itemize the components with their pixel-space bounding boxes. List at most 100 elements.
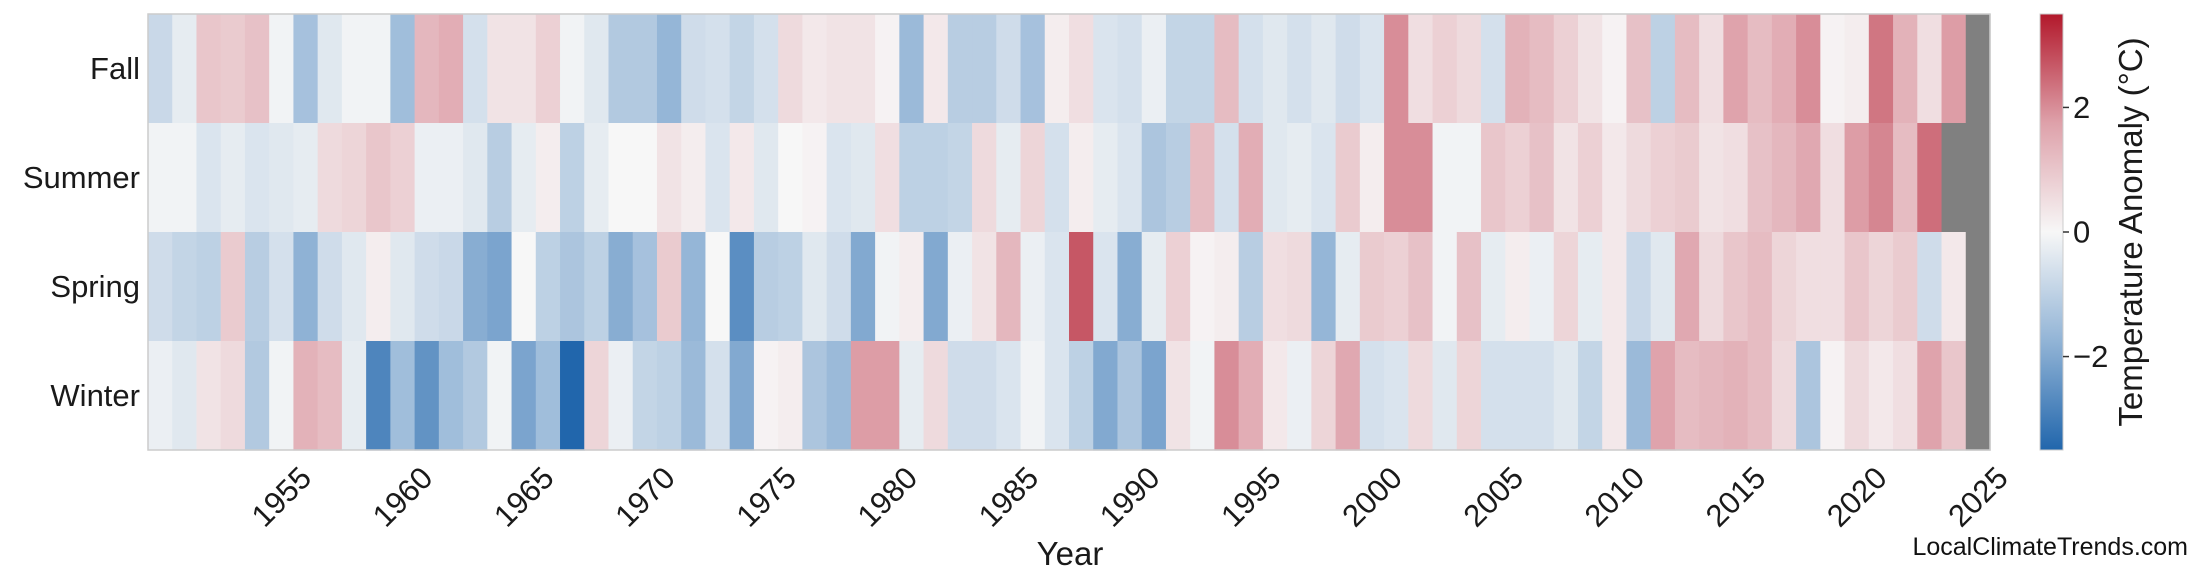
heatmap-cell-fall-1961 xyxy=(414,14,440,124)
heatmap-cell-fall-1972 xyxy=(681,14,707,124)
heatmap-cell-winter-1987 xyxy=(1044,341,1070,451)
colorbar-label: Temperature Anomaly (°C) xyxy=(2112,37,2149,426)
heatmap-cell-winter-2015 xyxy=(1723,341,1749,451)
heatmap-cell-winter-1955 xyxy=(269,341,295,451)
heatmap-cell-winter-1961 xyxy=(414,341,440,451)
heatmap-cell-summer-1970 xyxy=(632,123,658,233)
heatmap-cell-summer-2015 xyxy=(1723,123,1749,233)
heatmap-cell-summer-1994 xyxy=(1214,123,1240,233)
heatmap-cell-winter-1976 xyxy=(778,341,803,451)
heatmap-cell-fall-1963 xyxy=(463,14,488,124)
heatmap-cell-spring-1952 xyxy=(196,232,222,342)
heatmap-cell-winter-1983 xyxy=(947,341,973,451)
heatmap-cell-spring-1980 xyxy=(875,232,900,342)
heatmap-cell-spring-1991 xyxy=(1141,232,1167,342)
heatmap-cells xyxy=(148,14,1991,451)
heatmap-cell-fall-1970 xyxy=(632,14,658,124)
heatmap-cell-summer-2009 xyxy=(1577,123,1603,233)
heatmap-cell-spring-1956 xyxy=(293,232,319,342)
heatmap-cell-summer-2003 xyxy=(1432,123,1458,233)
heatmap-cell-spring-1964 xyxy=(487,232,513,342)
heatmap-cell-winter-1967 xyxy=(560,341,585,451)
heatmap-cell-spring-1954 xyxy=(244,232,270,342)
heatmap-cell-spring-2022 xyxy=(1893,232,1918,342)
heatmap-cell-summer-1977 xyxy=(802,123,828,233)
heatmap-cell-winter-1996 xyxy=(1262,341,1288,451)
heatmap-cell-winter-2023 xyxy=(1917,341,1943,451)
heatmap-cell-winter-2021 xyxy=(1868,341,1894,451)
heatmap-cell-spring-1970 xyxy=(632,232,658,342)
heatmap-cell-spring-1977 xyxy=(802,232,828,342)
row-label-winter: Winter xyxy=(50,378,140,413)
heatmap-cell-winter-1986 xyxy=(1020,341,1046,451)
heatmap-cell-spring-1982 xyxy=(923,232,949,342)
heatmap-cell-summer-2010 xyxy=(1602,123,1628,233)
heatmap-cell-fall-1991 xyxy=(1141,14,1167,124)
row-label-summer: Summer xyxy=(23,160,140,195)
heatmap-cell-summer-2012 xyxy=(1650,123,1676,233)
heatmap-cell-spring-1958 xyxy=(341,232,367,342)
heatmap-cell-fall-1981 xyxy=(899,14,925,124)
heatmap-cell-spring-1960 xyxy=(390,232,416,342)
heatmap-cell-winter-2018 xyxy=(1796,341,1821,451)
heatmap-cell-spring-2007 xyxy=(1529,232,1555,342)
heatmap-cell-winter-1965 xyxy=(511,341,537,451)
heatmap-cell-spring-2001 xyxy=(1384,232,1409,342)
heatmap-cell-summer-2004 xyxy=(1456,123,1482,233)
heatmap-cell-winter-1969 xyxy=(608,341,634,451)
colorbar-ticks: −2 0 2 xyxy=(2063,90,2108,374)
heatmap-cell-fall-1982 xyxy=(923,14,949,124)
heatmap-cell-summer-1957 xyxy=(317,123,343,233)
heatmap-cell-fall-1993 xyxy=(1190,14,1216,124)
heatmap-cell-winter-1971 xyxy=(656,341,682,451)
heatmap-cell-winter-1994 xyxy=(1214,341,1240,451)
heatmap-cell-summer-2005 xyxy=(1481,123,1506,233)
heatmap-cell-winter-1964 xyxy=(487,341,513,451)
heatmap-cell-fall-1997 xyxy=(1287,14,1312,124)
heatmap-cell-summer-1990 xyxy=(1117,123,1143,233)
heatmap-cell-winter-1980 xyxy=(875,341,900,451)
heatmap-cell-winter-1991 xyxy=(1141,341,1167,451)
heatmap-cell-winter-1979 xyxy=(850,341,876,451)
heatmap-cell-spring-1992 xyxy=(1165,232,1191,342)
heatmap-cell-fall-2019 xyxy=(1820,14,1846,124)
heatmap-cell-winter-1992 xyxy=(1165,341,1191,451)
heatmap-cell-fall-1984 xyxy=(972,14,997,124)
heatmap-cell-fall-1956 xyxy=(293,14,319,124)
heatmap-cell-summer-2014 xyxy=(1699,123,1724,233)
heatmap-cell-fall-2006 xyxy=(1505,14,1531,124)
heatmap-cell-winter-2002 xyxy=(1408,341,1434,451)
heatmap-cell-spring-1971 xyxy=(656,232,682,342)
heatmap-cell-winter-1998 xyxy=(1311,341,1337,451)
heatmap-cell-spring-1995 xyxy=(1238,232,1264,342)
heatmap-cell-spring-2019 xyxy=(1820,232,1846,342)
heatmap-cell-winter-2010 xyxy=(1602,341,1628,451)
heatmap-cell-fall-1992 xyxy=(1165,14,1191,124)
heatmap-cell-fall-2018 xyxy=(1796,14,1821,124)
heatmap-cell-fall-1996 xyxy=(1262,14,1288,124)
heatmap-cell-summer-2022 xyxy=(1893,123,1918,233)
heatmap-cell-winter-1975 xyxy=(753,341,779,451)
heatmap-cell-fall-2000 xyxy=(1359,14,1385,124)
heatmap-cell-summer-2011 xyxy=(1626,123,1652,233)
heatmap-cell-summer-1998 xyxy=(1311,123,1337,233)
heatmap-cell-spring-2020 xyxy=(1844,232,1870,342)
heatmap-cell-summer-2013 xyxy=(1674,123,1700,233)
heatmap-cell-summer-1969 xyxy=(608,123,634,233)
heatmap-cell-summer-1982 xyxy=(923,123,949,233)
heatmap-cell-summer-1968 xyxy=(584,123,610,233)
heatmap-cell-spring-2011 xyxy=(1626,232,1652,342)
heatmap-cell-fall-1969 xyxy=(608,14,634,124)
heatmap-cell-spring-2010 xyxy=(1602,232,1628,342)
heatmap-cell-spring-1993 xyxy=(1190,232,1216,342)
heatmap-cell-summer-2002 xyxy=(1408,123,1434,233)
heatmap-cell-fall-1965 xyxy=(511,14,537,124)
heatmap-cell-winter-2006 xyxy=(1505,341,1531,451)
plot-frame xyxy=(147,13,1991,451)
heatmap-cell-spring-1994 xyxy=(1214,232,1240,342)
heatmap-cell-spring-1983 xyxy=(947,232,973,342)
heatmap-cell-winter-2007 xyxy=(1529,341,1555,451)
heatmap-cell-summer-1967 xyxy=(560,123,585,233)
heatmap-cell-spring-2024 xyxy=(1941,232,1967,342)
